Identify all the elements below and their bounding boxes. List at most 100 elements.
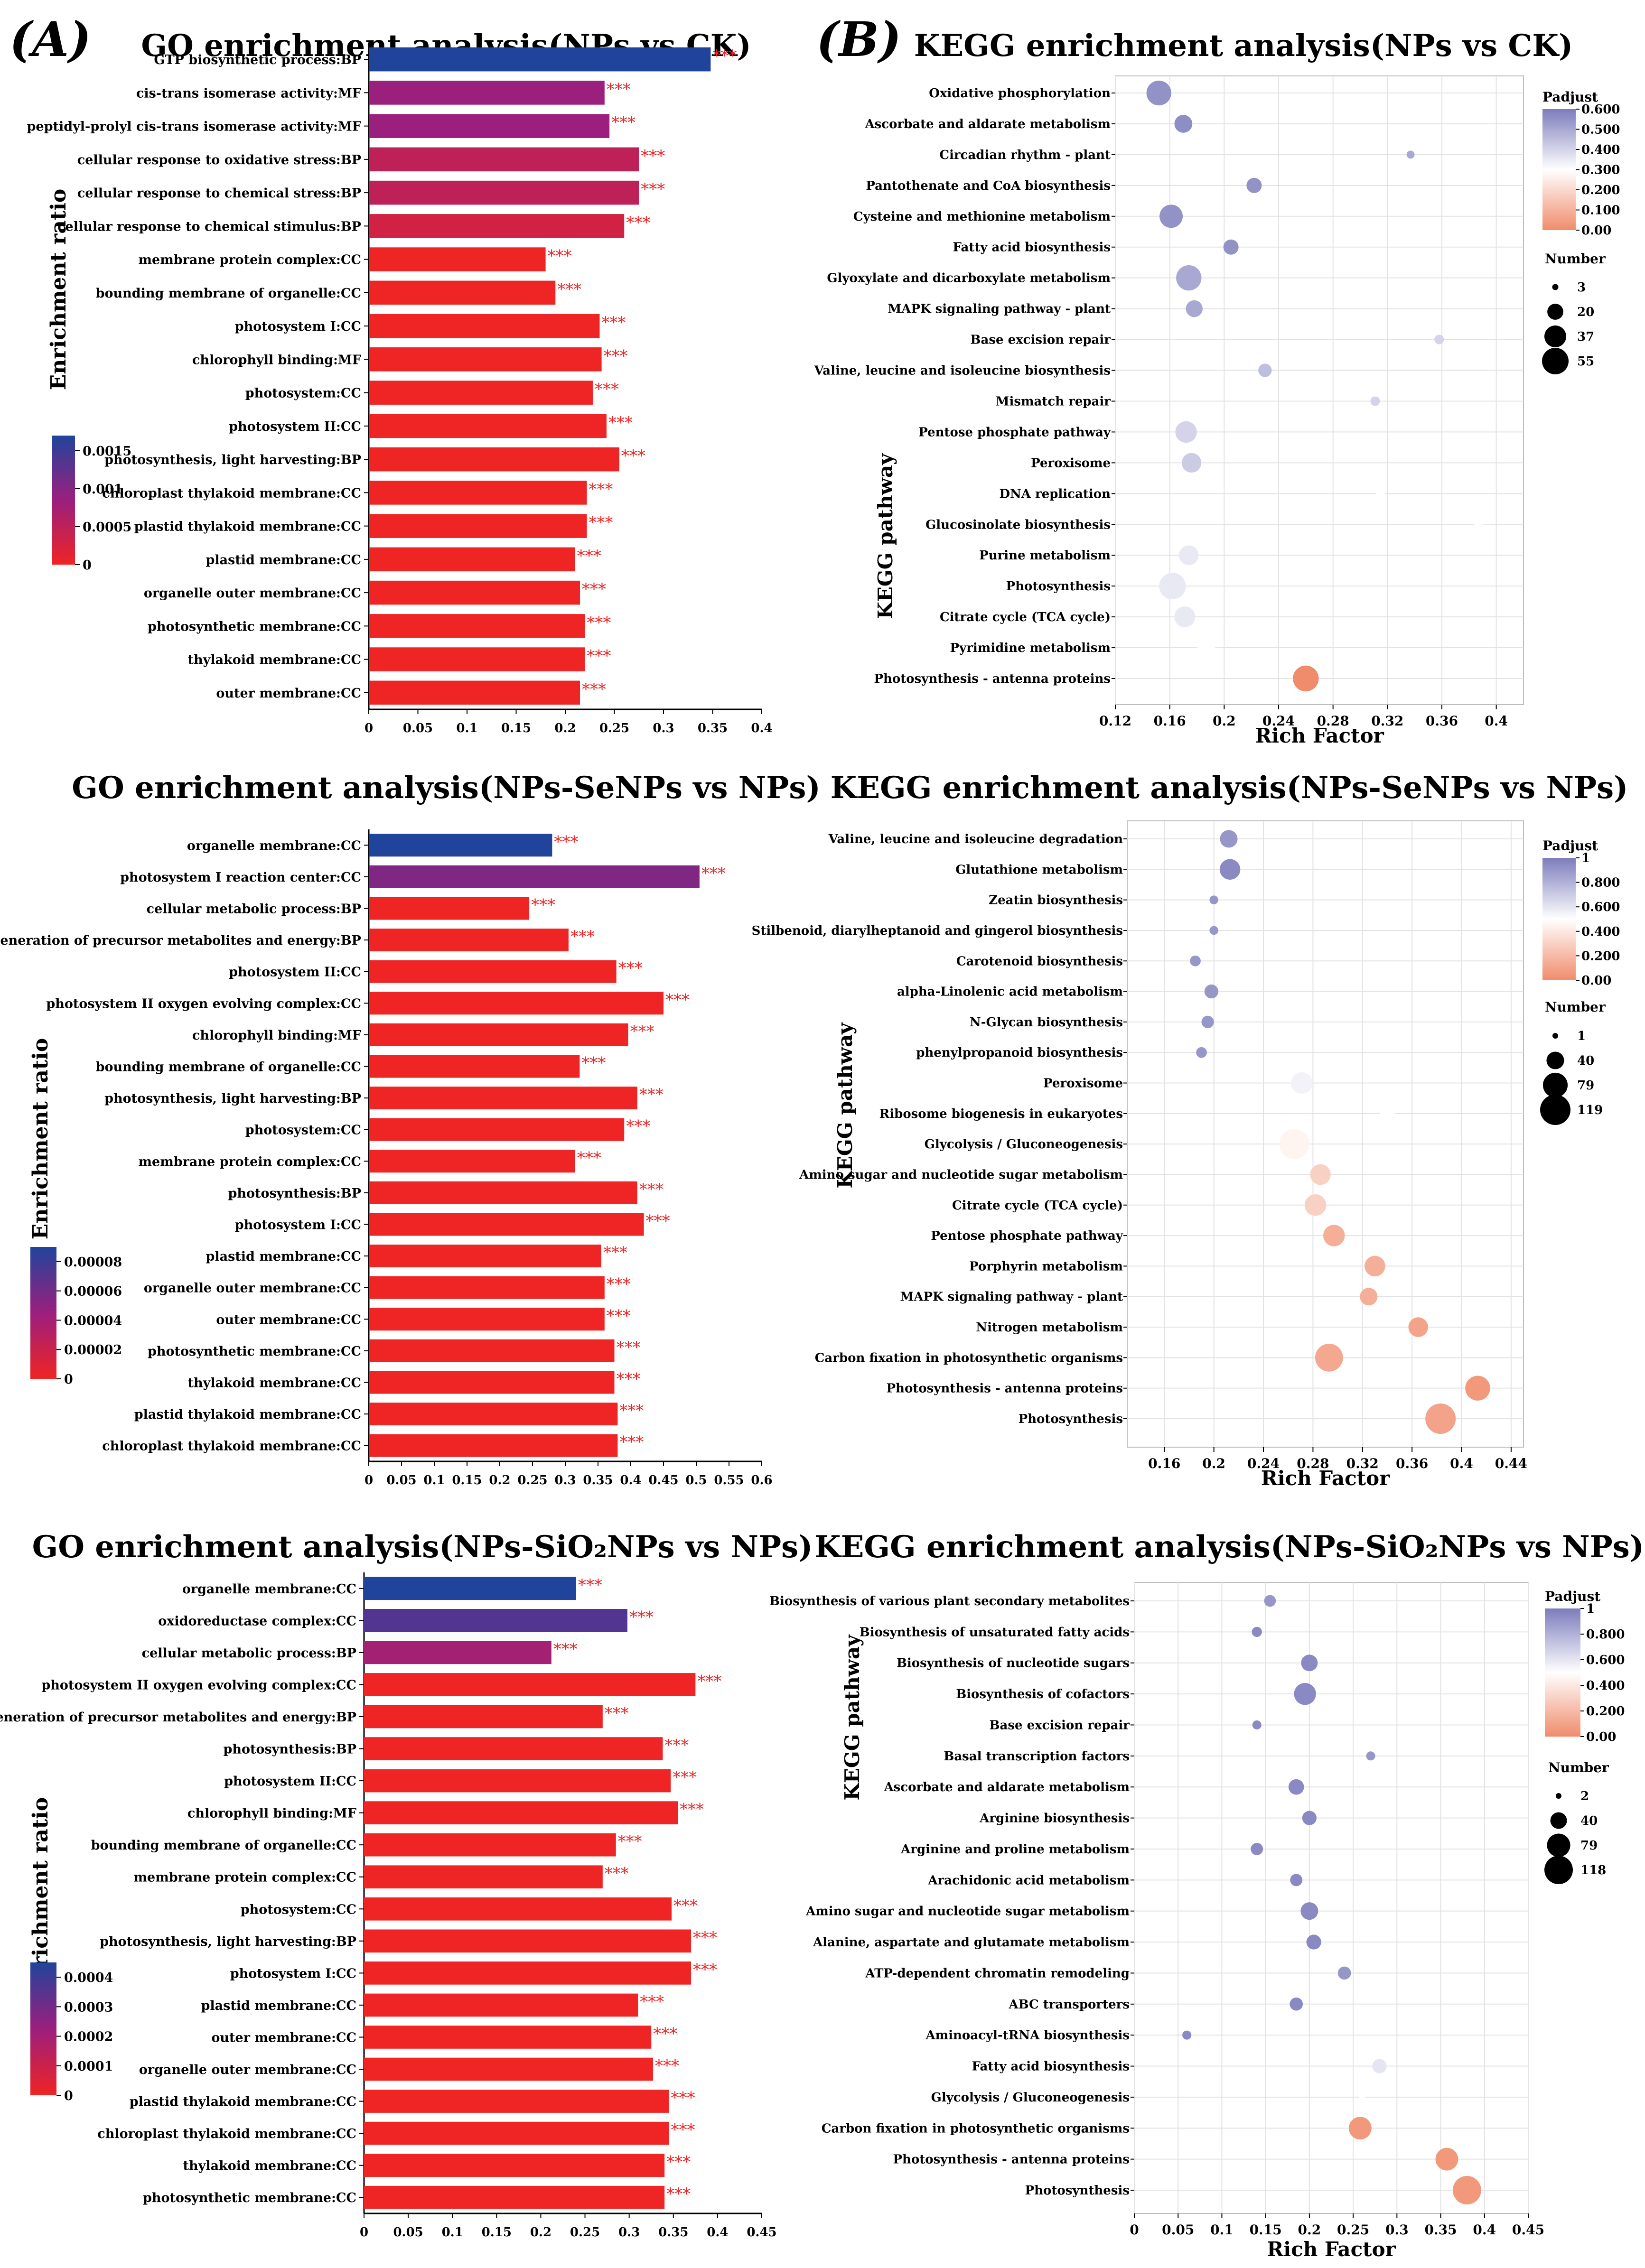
data-point: [1223, 239, 1239, 255]
significance-mark: ***: [582, 580, 606, 599]
x-tick-label: 0.36: [1426, 713, 1458, 729]
pathway-label: Nitrogen metabolism: [976, 1320, 1123, 1335]
bar: [369, 897, 530, 920]
color-scale-label: 0.001: [83, 482, 123, 497]
kegg-chart-nps-senps-vs-nps: KEGG enrichment analysis(NPs-SeNPs vs NP…: [752, 770, 1628, 1490]
pathway-label: DNA replication: [999, 487, 1111, 501]
category-label: photosynthetic membrane:CC: [148, 619, 361, 634]
data-point: [1315, 1344, 1343, 1372]
x-tick-label: 0.35: [698, 721, 728, 735]
category-label: thylakoid membrane:CC: [183, 2159, 356, 2174]
pathway-label: Biosynthesis of unsaturated fatty acids: [860, 1625, 1130, 1639]
pathway-label: Oxidative phosphorylation: [929, 86, 1111, 101]
padjust-tick-label: 0.500: [1581, 123, 1620, 137]
data-point: [1251, 1842, 1263, 1855]
category-label: outer membrane:CC: [216, 686, 361, 701]
category-label: bounding membrane of organelle:CC: [91, 1838, 356, 1853]
category-label: chloroplast thylakoid membrane:CC: [102, 1439, 361, 1454]
data-point: [1252, 1627, 1262, 1637]
x-tick-label: 0.5: [685, 1473, 707, 1487]
bar: [369, 414, 607, 438]
category-label: organelle membrane:CC: [182, 1582, 356, 1597]
x-tick-label: 0.4: [1450, 1456, 1473, 1471]
pathway-label: Pentose phosphate pathway: [931, 1229, 1123, 1243]
category-label: plastid membrane:CC: [206, 553, 361, 567]
pathway-label: ATP-dependent chromatin remodeling: [865, 1966, 1130, 1980]
pathway-label: Ascorbate and aldarate metabolism: [864, 117, 1111, 131]
category-label: cellular response to chemical stimulus:B…: [57, 219, 361, 234]
significance-mark: ***: [639, 1085, 664, 1104]
number-legend-dot: [1552, 1033, 1558, 1039]
bar: [369, 1245, 601, 1268]
category-label: generation of precursor metabolites and …: [0, 1710, 356, 1725]
pathway-label: Photosynthesis: [1019, 1412, 1123, 1426]
padjust-tick-label: 0.800: [1586, 1627, 1625, 1642]
bar: [369, 381, 593, 405]
padjust-tick-label: 0.200: [1581, 183, 1620, 197]
number-legend-title: Number: [1545, 251, 1606, 267]
x-tick-label: 0.12: [1099, 713, 1131, 729]
data-point: [1293, 665, 1319, 692]
data-point: [1252, 1720, 1262, 1730]
pathway-label: Ribosome biogenesis in eukaryotes: [879, 1107, 1123, 1121]
category-label: photosystem II:CC: [224, 1774, 356, 1789]
significance-mark: ***: [673, 1768, 697, 1787]
category-label: plastid thylakoid membrane:CC: [134, 1407, 361, 1422]
number-legend-label: 37: [1577, 330, 1594, 344]
pathway-label: Amino sugar and nucleotide sugar metabol…: [799, 1168, 1123, 1182]
category-label: cellular response to oxidative stress:BP: [77, 153, 361, 167]
category-label: thylakoid membrane:CC: [188, 1376, 361, 1391]
category-label: bounding membrane of organelle:CC: [96, 1060, 361, 1075]
x-tick-label: 0.36: [1396, 1456, 1428, 1471]
significance-mark: ***: [693, 1928, 717, 1947]
padjust-tick-label: 1: [1581, 851, 1590, 865]
number-legend-label: 40: [1577, 1054, 1594, 1068]
pathway-label: Alanine, aspartate and glutamate metabol…: [813, 1935, 1130, 1950]
padjust-legend-title: Padjust: [1542, 838, 1598, 854]
pathway-label: MAPK signaling pathway - plant: [900, 1290, 1123, 1304]
number-legend-label: 2: [1580, 1789, 1589, 1803]
data-point: [1220, 830, 1238, 848]
number-legend-dot: [1552, 284, 1559, 290]
bar: [369, 81, 605, 105]
pathway-label: alpha-Linolenic acid metabolism: [897, 985, 1123, 999]
significance-mark: ***: [671, 2120, 695, 2139]
pathway-label: Carbon fixation in photosynthetic organi…: [822, 2121, 1130, 2136]
x-tick-label: 0.45: [1512, 2222, 1544, 2238]
padjust-tick-label: 0.800: [1581, 876, 1620, 890]
bar: [369, 514, 587, 538]
bar: [369, 834, 552, 857]
data-point: [1174, 606, 1196, 628]
pathway-label: Porphyrin metabolism: [969, 1259, 1123, 1273]
significance-mark: ***: [589, 480, 613, 499]
bar: [369, 447, 619, 472]
significance-mark: ***: [603, 1243, 627, 1262]
category-label: photosystem I reaction center:CC: [120, 870, 361, 885]
data-point: [1219, 859, 1241, 880]
data-point: [1176, 265, 1202, 291]
pathway-label: Photosynthesis: [1025, 2184, 1130, 2198]
bar: [369, 547, 575, 572]
significance-mark: ***: [671, 2089, 695, 2108]
category-label: photosynthesis, light harvesting:BP: [104, 453, 361, 467]
pathway-label: Stilbenoid, diarylheptanoid and gingerol…: [752, 924, 1123, 938]
number-legend-dot: [1546, 1051, 1564, 1069]
color-scale-label: 0.0001: [64, 2059, 113, 2074]
category-label: photosystem II oxygen evolving complex:C…: [46, 996, 361, 1011]
color-scale-label: 0.0003: [64, 2000, 113, 2015]
color-scale-label: 0: [64, 1372, 73, 1387]
data-point: [1174, 115, 1193, 133]
padjust-scale-bar: [1542, 858, 1576, 980]
pathway-label: Base excision repair: [990, 1718, 1130, 1732]
significance-mark: ***: [693, 1960, 717, 1979]
pathway-label: Citrate cycle (TCA cycle): [940, 610, 1111, 624]
pathway-label: Zeatin biosynthesis: [989, 893, 1123, 908]
x-tick-label: 0.15: [452, 1473, 482, 1487]
category-label: photosystem I:CC: [235, 319, 361, 334]
bar: [369, 614, 585, 638]
x-tick-label: 0.1: [442, 2225, 463, 2240]
data-point: [1159, 204, 1183, 228]
pathway-label: Photosynthesis: [1006, 579, 1111, 594]
x-tick-label: 0: [360, 2225, 368, 2240]
go-chart-nps-senps-vs-nps: GO enrichment analysis(NPs-SeNPs vs NPs)…: [0, 770, 821, 1487]
